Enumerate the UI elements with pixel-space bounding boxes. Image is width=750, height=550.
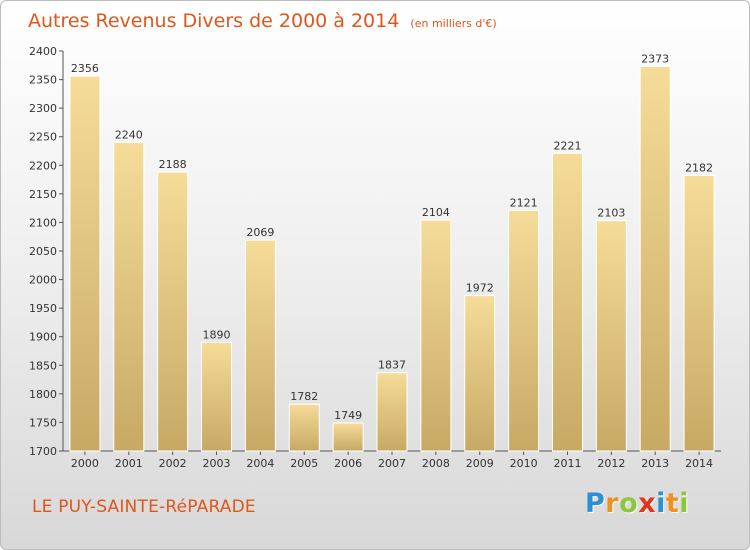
x-tick-label-2002: 2002 (159, 457, 187, 470)
bar-2001 (113, 141, 145, 452)
x-tick-label-2013: 2013 (641, 457, 669, 470)
bar-2003 (201, 341, 233, 452)
x-tick-label-2010: 2010 (510, 457, 538, 470)
y-tick-label: 2250 (29, 131, 57, 144)
value-label-2012: 2103 (597, 207, 625, 220)
x-tick-label-2011: 2011 (553, 457, 581, 470)
value-label-2004: 2069 (246, 226, 274, 239)
y-tick-label: 2400 (29, 45, 57, 58)
value-label-2014: 2182 (685, 162, 713, 175)
value-label-2008: 2104 (422, 206, 450, 219)
value-label-2007: 1837 (378, 359, 406, 372)
y-tick-label: 1750 (29, 416, 57, 429)
y-tick-label: 2100 (29, 216, 57, 229)
y-tick-label: 2050 (29, 245, 57, 258)
chart-unit-note: (en milliers d'€) (410, 17, 497, 30)
bar-2007 (376, 372, 408, 452)
chart-title-row: Autres Revenus Divers de 2000 à 2014 (en… (28, 10, 497, 32)
x-tick-label-2003: 2003 (203, 457, 231, 470)
bar-2010 (508, 209, 540, 452)
x-tick-label-2007: 2007 (378, 457, 406, 470)
bar-2004 (244, 239, 276, 452)
y-tick-label: 2300 (29, 102, 57, 115)
x-tick-label-2014: 2014 (685, 457, 713, 470)
logo-letter: t (665, 488, 680, 519)
x-tick-label-2005: 2005 (290, 457, 318, 470)
y-tick-label: 2350 (29, 74, 57, 87)
value-label-2002: 2188 (159, 158, 187, 171)
value-label-2011: 2221 (553, 139, 581, 152)
value-label-2001: 2240 (115, 128, 143, 141)
x-tick-label-2012: 2012 (597, 457, 625, 470)
y-tick-label: 2200 (29, 159, 57, 172)
y-tick-label: 1900 (29, 331, 57, 344)
value-label-2013: 2373 (641, 52, 669, 65)
x-tick-label-2009: 2009 (466, 457, 494, 470)
bar-2000 (69, 75, 101, 452)
logo-letter: o (619, 488, 639, 519)
y-tick-label: 1700 (29, 445, 57, 458)
logo-letter: i (656, 488, 666, 519)
logo-letter: r (605, 488, 620, 519)
logo-letter: i (679, 488, 690, 519)
bar-2009 (464, 295, 496, 452)
y-tick-label: 1950 (29, 302, 57, 315)
bar-2012 (595, 220, 627, 452)
bar-2008 (420, 219, 452, 452)
y-tick-label: 1850 (29, 359, 57, 372)
value-label-2000: 2356 (71, 62, 99, 75)
y-axis: 1700 1750 1800 1850 1900 1950 2000 2050 2100 2150… (29, 45, 64, 458)
location-label: LE PUY-SAINTE-RéPARADE (32, 497, 256, 517)
bar-2006 (332, 422, 364, 452)
x-tick-label-2000: 2000 (71, 457, 99, 470)
logo-letter: x (638, 488, 657, 519)
bar-2011 (551, 152, 583, 452)
x-axis: 2000 2001 2002 2003 2004 2005 2006 2007 2008 2009… (63, 450, 721, 470)
value-label-2010: 2121 (510, 196, 538, 209)
value-label-2005: 1782 (290, 390, 318, 403)
y-tick-label: 2150 (29, 188, 57, 201)
bar-2002 (157, 171, 189, 452)
y-tick-label: 2000 (29, 274, 57, 287)
x-tick-label-2006: 2006 (334, 457, 362, 470)
value-label-2009: 1972 (466, 282, 494, 295)
x-tick-label-2001: 2001 (115, 457, 143, 470)
proxiti-logo: Proxiti (585, 488, 689, 519)
value-label-2006: 1749 (334, 409, 362, 422)
logo-letter: P (585, 488, 606, 519)
y-tick-label: 1800 (29, 388, 57, 401)
bar-2014 (683, 175, 715, 452)
bars: 2356 2240 2188 1890 2069 1782 1749 1837 2104 1972… (69, 52, 715, 452)
chart-title: Autres Revenus Divers de 2000 à 2014 (28, 10, 400, 32)
value-label-2003: 1890 (203, 328, 231, 341)
x-tick-label-2008: 2008 (422, 457, 450, 470)
bar-2005 (288, 403, 320, 452)
x-tick-label-2004: 2004 (246, 457, 274, 470)
bar-2013 (639, 65, 671, 452)
